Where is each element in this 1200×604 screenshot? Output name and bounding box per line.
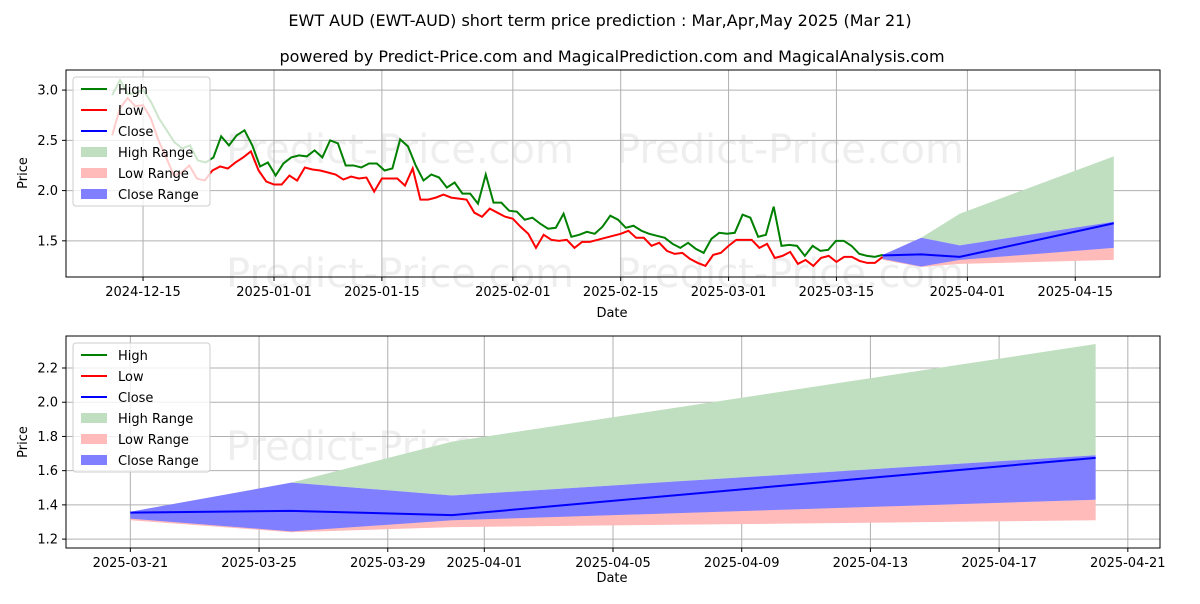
- x-tick-label: 2025-02-15: [583, 285, 659, 300]
- legend-label: Low: [118, 370, 144, 385]
- legend-label: High Range: [118, 412, 193, 427]
- legend-box: [72, 76, 211, 207]
- legend-label: Close: [118, 391, 153, 406]
- low-line: [111, 96, 884, 268]
- y-tick-label: 1.2: [37, 533, 58, 548]
- high-line: [111, 77, 883, 258]
- x-tick-label: 2025-02-01: [475, 285, 551, 300]
- legend-label: Low: [118, 104, 144, 119]
- watermark: Predict-Price.com: [226, 127, 574, 173]
- x-tick-label: 2025-03-25: [221, 556, 297, 571]
- legend-label: Close Range: [118, 188, 199, 203]
- legend-swatch-patch: [81, 168, 107, 178]
- x-tick-label: 2025-04-05: [575, 556, 651, 571]
- legend-label: High: [118, 83, 148, 98]
- y-axis-label: Price: [16, 426, 31, 458]
- high-range-band: [130, 344, 1096, 512]
- close-line: [130, 456, 1096, 517]
- y-tick-label: 2.0: [37, 184, 58, 199]
- chart-subtitle: powered by Predict-Price.com and Magical…: [279, 47, 944, 66]
- y-tick-label: 1.6: [37, 464, 58, 479]
- y-tick-label: 1.8: [37, 430, 58, 445]
- legend-swatch-patch: [81, 147, 107, 157]
- y-tick-label: 2.2: [37, 361, 58, 376]
- legend-swatch-patch: [81, 455, 107, 465]
- x-tick-label: 2025-01-15: [344, 285, 420, 300]
- history-and-forecast-axes: Predict-Price.com Predict-Price.com Predic…: [16, 69, 1161, 321]
- legend-label: Low Range: [118, 167, 189, 182]
- chart-title: EWT AUD (EWT-AUD) short term price predi…: [288, 11, 911, 30]
- y-tick-label: 1.4: [37, 498, 58, 513]
- legend-swatch-patch: [81, 189, 107, 199]
- high-range-band: [882, 156, 1114, 255]
- legend-label: Close Range: [118, 454, 199, 469]
- legend-label: High: [118, 349, 148, 364]
- x-tick-label: 2025-04-13: [833, 556, 909, 571]
- axes-frame: [65, 335, 1161, 549]
- x-tick-label: 2025-03-01: [691, 285, 767, 300]
- x-axis-label: Date: [596, 306, 627, 321]
- y-tick-label: 2.0: [37, 396, 58, 411]
- legend: High Low Close High Range Low Range Close Ran…: [72, 342, 211, 473]
- legend-swatch-patch: [81, 413, 107, 423]
- x-tick-label: 2024-12-15: [105, 285, 181, 300]
- x-tick-label: 2025-03-15: [799, 285, 875, 300]
- axes-frame: [65, 69, 1161, 278]
- x-tick-label: 2025-03-21: [93, 556, 169, 571]
- y-tick-label: 2.5: [37, 134, 58, 149]
- legend-label: Close: [118, 125, 153, 140]
- x-tick-label: 2025-04-21: [1090, 556, 1166, 571]
- forecast-detail-axes: Predict-Price.comPredict-Price.com1.21.4…: [16, 335, 1166, 586]
- legend: High Low Close High Range Low Range Close Ran…: [72, 76, 211, 207]
- y-tick-label: 3.0: [37, 84, 58, 99]
- close-line: [882, 222, 1114, 258]
- legend-label: Low Range: [118, 433, 189, 448]
- legend-label: High Range: [118, 146, 193, 161]
- x-tick-label: 2025-04-17: [961, 556, 1037, 571]
- x-tick-label: 2025-04-15: [1037, 285, 1113, 300]
- legend-box: [72, 342, 211, 473]
- legend-swatch-patch: [81, 434, 107, 444]
- watermark: Predict-Price.com: [226, 251, 574, 297]
- x-axis-label: Date: [596, 571, 627, 586]
- y-axis-label: Price: [16, 157, 31, 189]
- x-tick-label: 2025-04-01: [447, 556, 523, 571]
- x-tick-label: 2025-04-01: [930, 285, 1006, 300]
- x-tick-label: 2025-01-01: [236, 285, 312, 300]
- x-tick-label: 2025-03-29: [350, 556, 426, 571]
- x-tick-label: 2025-04-09: [704, 556, 780, 571]
- watermark: Predict-Price.com: [616, 127, 964, 173]
- y-tick-label: 1.5: [37, 234, 58, 249]
